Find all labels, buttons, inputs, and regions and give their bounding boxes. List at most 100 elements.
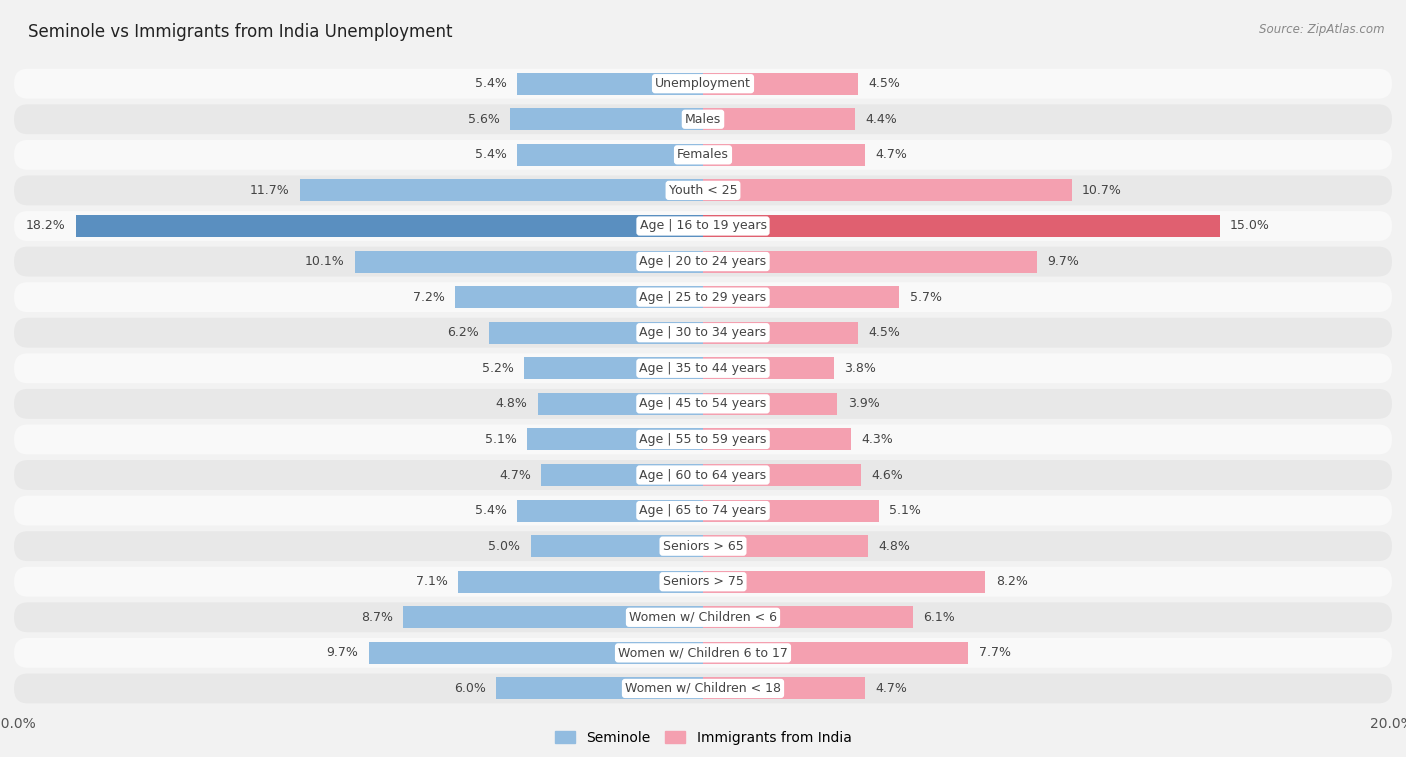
- Text: 4.5%: 4.5%: [869, 77, 900, 90]
- Text: Age | 65 to 74 years: Age | 65 to 74 years: [640, 504, 766, 517]
- Text: Unemployment: Unemployment: [655, 77, 751, 90]
- FancyBboxPatch shape: [14, 638, 1392, 668]
- Text: 4.7%: 4.7%: [499, 469, 531, 481]
- FancyBboxPatch shape: [14, 603, 1392, 632]
- FancyBboxPatch shape: [14, 247, 1392, 276]
- FancyBboxPatch shape: [14, 567, 1392, 597]
- Text: 5.2%: 5.2%: [482, 362, 513, 375]
- Text: 11.7%: 11.7%: [250, 184, 290, 197]
- Text: Age | 45 to 54 years: Age | 45 to 54 years: [640, 397, 766, 410]
- Bar: [541, 464, 703, 486]
- Text: 7.7%: 7.7%: [979, 646, 1011, 659]
- Text: 5.7%: 5.7%: [910, 291, 942, 304]
- Text: 10.1%: 10.1%: [305, 255, 344, 268]
- Bar: [368, 642, 703, 664]
- Text: Youth < 25: Youth < 25: [669, 184, 737, 197]
- FancyBboxPatch shape: [14, 104, 1392, 134]
- Text: 6.0%: 6.0%: [454, 682, 486, 695]
- Text: 6.1%: 6.1%: [924, 611, 955, 624]
- Bar: [703, 179, 1071, 201]
- Bar: [703, 73, 858, 95]
- Text: 4.7%: 4.7%: [875, 148, 907, 161]
- Text: 5.4%: 5.4%: [475, 148, 506, 161]
- Bar: [527, 428, 703, 450]
- Text: Age | 16 to 19 years: Age | 16 to 19 years: [640, 220, 766, 232]
- Text: 4.3%: 4.3%: [862, 433, 893, 446]
- Text: 4.5%: 4.5%: [869, 326, 900, 339]
- FancyBboxPatch shape: [14, 496, 1392, 525]
- Text: 5.1%: 5.1%: [485, 433, 517, 446]
- Text: Age | 30 to 34 years: Age | 30 to 34 years: [640, 326, 766, 339]
- Text: 8.7%: 8.7%: [361, 611, 392, 624]
- Bar: [703, 606, 912, 628]
- FancyBboxPatch shape: [14, 282, 1392, 312]
- Bar: [537, 393, 703, 415]
- Bar: [703, 428, 851, 450]
- Text: 4.8%: 4.8%: [495, 397, 527, 410]
- Text: Women w/ Children 6 to 17: Women w/ Children 6 to 17: [619, 646, 787, 659]
- Text: Seminole vs Immigrants from India Unemployment: Seminole vs Immigrants from India Unempl…: [28, 23, 453, 41]
- FancyBboxPatch shape: [14, 69, 1392, 98]
- Bar: [703, 535, 869, 557]
- Text: 5.6%: 5.6%: [468, 113, 499, 126]
- Text: Seniors > 65: Seniors > 65: [662, 540, 744, 553]
- Text: 4.7%: 4.7%: [875, 682, 907, 695]
- Text: Age | 35 to 44 years: Age | 35 to 44 years: [640, 362, 766, 375]
- FancyBboxPatch shape: [14, 674, 1392, 703]
- Text: Females: Females: [678, 148, 728, 161]
- Text: 7.1%: 7.1%: [416, 575, 449, 588]
- Bar: [517, 73, 703, 95]
- Bar: [531, 535, 703, 557]
- Bar: [703, 251, 1038, 273]
- Text: 4.6%: 4.6%: [872, 469, 904, 481]
- Text: 10.7%: 10.7%: [1083, 184, 1122, 197]
- Text: Source: ZipAtlas.com: Source: ZipAtlas.com: [1260, 23, 1385, 36]
- Bar: [496, 678, 703, 699]
- Bar: [404, 606, 703, 628]
- Text: 5.1%: 5.1%: [889, 504, 921, 517]
- FancyBboxPatch shape: [14, 425, 1392, 454]
- Bar: [703, 215, 1219, 237]
- Bar: [456, 286, 703, 308]
- FancyBboxPatch shape: [14, 531, 1392, 561]
- Text: 5.4%: 5.4%: [475, 77, 506, 90]
- Bar: [703, 500, 879, 522]
- Text: Males: Males: [685, 113, 721, 126]
- Bar: [703, 108, 855, 130]
- Bar: [517, 144, 703, 166]
- FancyBboxPatch shape: [14, 460, 1392, 490]
- Text: 9.7%: 9.7%: [1047, 255, 1080, 268]
- Text: Seniors > 75: Seniors > 75: [662, 575, 744, 588]
- Bar: [517, 500, 703, 522]
- Text: 4.4%: 4.4%: [865, 113, 897, 126]
- Bar: [703, 678, 865, 699]
- Bar: [703, 286, 900, 308]
- Text: 18.2%: 18.2%: [25, 220, 66, 232]
- Text: 9.7%: 9.7%: [326, 646, 359, 659]
- Text: 8.2%: 8.2%: [995, 575, 1028, 588]
- Bar: [489, 322, 703, 344]
- Bar: [703, 144, 865, 166]
- Legend: Seminole, Immigrants from India: Seminole, Immigrants from India: [548, 725, 858, 750]
- Text: Age | 60 to 64 years: Age | 60 to 64 years: [640, 469, 766, 481]
- FancyBboxPatch shape: [14, 140, 1392, 170]
- Text: 5.4%: 5.4%: [475, 504, 506, 517]
- Text: Age | 25 to 29 years: Age | 25 to 29 years: [640, 291, 766, 304]
- Bar: [703, 642, 969, 664]
- FancyBboxPatch shape: [14, 318, 1392, 347]
- Text: Women w/ Children < 6: Women w/ Children < 6: [628, 611, 778, 624]
- Bar: [703, 357, 834, 379]
- FancyBboxPatch shape: [14, 354, 1392, 383]
- Text: Women w/ Children < 18: Women w/ Children < 18: [626, 682, 780, 695]
- Bar: [510, 108, 703, 130]
- Text: 5.0%: 5.0%: [488, 540, 520, 553]
- Bar: [703, 464, 862, 486]
- Text: Age | 20 to 24 years: Age | 20 to 24 years: [640, 255, 766, 268]
- Text: 4.8%: 4.8%: [879, 540, 911, 553]
- FancyBboxPatch shape: [14, 211, 1392, 241]
- Text: 3.8%: 3.8%: [844, 362, 876, 375]
- Text: Age | 55 to 59 years: Age | 55 to 59 years: [640, 433, 766, 446]
- Bar: [703, 393, 838, 415]
- Bar: [76, 215, 703, 237]
- Bar: [458, 571, 703, 593]
